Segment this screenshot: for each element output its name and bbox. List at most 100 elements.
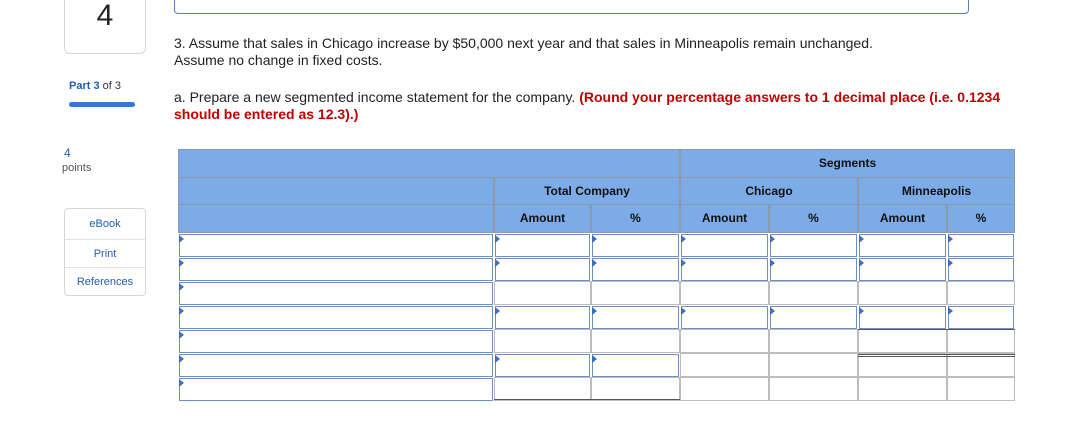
row-5-chicago-percent-cell bbox=[769, 329, 858, 353]
dropdown-arrow-icon bbox=[592, 259, 597, 267]
row-6-label-input[interactable] bbox=[179, 354, 493, 377]
row-2-label-input[interactable] bbox=[179, 258, 493, 281]
row-4-chicago-percent-field[interactable] bbox=[771, 307, 856, 328]
header-chicago-percent: % bbox=[769, 204, 858, 233]
row-7-minneapolis-amount-cell bbox=[858, 377, 947, 401]
ebook-link[interactable]: eBook bbox=[89, 218, 121, 230]
row-3-label-field[interactable] bbox=[180, 283, 492, 304]
row-4-label-input[interactable] bbox=[179, 306, 493, 329]
row-2-minneapolis-amount-field[interactable] bbox=[860, 259, 945, 280]
header-total-amount: Amount bbox=[494, 204, 591, 233]
row-4-total-amount-input[interactable] bbox=[495, 306, 590, 329]
row-3-minneapolis-percent-cell bbox=[947, 281, 1015, 305]
row-4-total-percent-field[interactable] bbox=[593, 307, 678, 328]
dropdown-arrow-icon bbox=[179, 235, 184, 243]
row-7-label-field[interactable] bbox=[180, 379, 492, 400]
row-4-total-amount-field[interactable] bbox=[496, 307, 589, 328]
row-7-label-input[interactable] bbox=[179, 378, 493, 401]
dropdown-arrow-icon bbox=[681, 235, 686, 243]
row-3-label-input[interactable] bbox=[179, 282, 493, 305]
row-3-chicago-amount-cell bbox=[680, 281, 769, 305]
row-4-chicago-amount-input[interactable] bbox=[681, 306, 768, 329]
dropdown-arrow-icon bbox=[179, 331, 184, 339]
row-1-chicago-percent-input[interactable] bbox=[770, 234, 857, 257]
part-prefix: Part bbox=[69, 80, 91, 92]
row-6-minneapolis-amount-cell bbox=[858, 353, 947, 377]
row-7-total-percent-cell bbox=[591, 377, 680, 401]
row-6-total-amount-input[interactable] bbox=[495, 354, 590, 377]
part-indicator: Part 3 of 3 bbox=[69, 80, 121, 92]
row-6-total-percent-input[interactable] bbox=[592, 354, 679, 377]
row-3-total-amount-cell bbox=[494, 281, 591, 305]
row-1-chicago-amount-input[interactable] bbox=[681, 234, 768, 257]
row-6-total-percent-field[interactable] bbox=[593, 355, 678, 376]
rounding-hint: (Round your percentage answers to 1 deci… bbox=[174, 89, 1001, 122]
row-1-total-percent-input[interactable] bbox=[592, 234, 679, 257]
dropdown-arrow-icon bbox=[592, 307, 597, 315]
row-4-label-field[interactable] bbox=[180, 307, 492, 328]
row-2-minneapolis-percent-input[interactable] bbox=[948, 258, 1014, 281]
row-7-chicago-amount-cell bbox=[680, 377, 769, 401]
row-6-total-amount-field[interactable] bbox=[496, 355, 589, 376]
row-5-minneapolis-amount-cell bbox=[858, 329, 947, 353]
row-1-minneapolis-percent-input[interactable] bbox=[948, 234, 1014, 257]
row-1-minneapolis-amount-field[interactable] bbox=[860, 235, 945, 256]
dropdown-arrow-icon bbox=[681, 259, 686, 267]
header-blank-row3 bbox=[178, 204, 494, 233]
header-chicago: Chicago bbox=[680, 177, 858, 205]
row-2-total-amount-field[interactable] bbox=[496, 259, 589, 280]
dropdown-arrow-icon bbox=[859, 235, 864, 243]
row-6-chicago-percent-cell bbox=[769, 353, 858, 377]
row-2-chicago-percent-field[interactable] bbox=[771, 259, 856, 280]
row-1-total-amount-field[interactable] bbox=[496, 235, 589, 256]
dropdown-arrow-icon bbox=[770, 235, 775, 243]
row-6-label-field[interactable] bbox=[180, 355, 492, 376]
row-6-minneapolis-percent-cell bbox=[947, 353, 1015, 377]
row-1-total-amount-input[interactable] bbox=[495, 234, 590, 257]
dropdown-arrow-icon bbox=[495, 259, 500, 267]
row-4-minneapolis-amount-field[interactable] bbox=[860, 307, 945, 328]
row-2-chicago-amount-input[interactable] bbox=[681, 258, 768, 281]
row-2-total-amount-input[interactable] bbox=[495, 258, 590, 281]
dropdown-arrow-icon bbox=[592, 235, 597, 243]
row-2-total-percent-input[interactable] bbox=[592, 258, 679, 281]
row-1-minneapolis-percent-field[interactable] bbox=[949, 235, 1013, 256]
total-underline bbox=[494, 399, 680, 400]
row-1-label-field[interactable] bbox=[180, 235, 492, 256]
row-1-total-percent-field[interactable] bbox=[593, 235, 678, 256]
question-text: 3. Assume that sales in Chicago increase… bbox=[174, 35, 1034, 69]
row-2-minneapolis-amount-input[interactable] bbox=[859, 258, 946, 281]
row-4-minneapolis-amount-input[interactable] bbox=[859, 306, 946, 329]
row-3-minneapolis-amount-cell bbox=[858, 281, 947, 305]
header-blank-row1 bbox=[178, 149, 680, 178]
row-4-chicago-percent-input[interactable] bbox=[770, 306, 857, 329]
row-1-minneapolis-amount-input[interactable] bbox=[859, 234, 946, 257]
row-5-label-input[interactable] bbox=[179, 330, 493, 353]
references-link[interactable]: References bbox=[65, 267, 145, 295]
row-2-total-percent-field[interactable] bbox=[593, 259, 678, 280]
dropdown-arrow-icon bbox=[948, 259, 953, 267]
row-5-label-field[interactable] bbox=[180, 331, 492, 352]
row-1-label-input[interactable] bbox=[179, 234, 493, 257]
row-6-chicago-amount-cell bbox=[680, 353, 769, 377]
row-4-chicago-amount-field[interactable] bbox=[682, 307, 767, 328]
row-7-total-amount-cell bbox=[494, 377, 591, 401]
print-link[interactable]: Print bbox=[65, 239, 145, 267]
header-total-company: Total Company bbox=[494, 177, 680, 205]
dropdown-arrow-icon bbox=[179, 307, 184, 315]
row-4-total-percent-input[interactable] bbox=[592, 306, 679, 329]
total-underline bbox=[858, 329, 1015, 330]
part-progress-bar bbox=[69, 102, 135, 107]
row-2-chicago-amount-field[interactable] bbox=[682, 259, 767, 280]
row-1-chicago-percent-field[interactable] bbox=[771, 235, 856, 256]
row-4-minneapolis-percent-field[interactable] bbox=[949, 307, 1013, 328]
row-2-label-field[interactable] bbox=[180, 259, 492, 280]
row-2-chicago-percent-input[interactable] bbox=[770, 258, 857, 281]
row-1-chicago-amount-field[interactable] bbox=[682, 235, 767, 256]
row-2-minneapolis-percent-field[interactable] bbox=[949, 259, 1013, 280]
dropdown-arrow-icon bbox=[592, 355, 597, 363]
total-underline bbox=[858, 354, 1015, 355]
header-minneapolis-amount: Amount bbox=[858, 204, 947, 233]
row-3-chicago-percent-cell bbox=[769, 281, 858, 305]
row-4-minneapolis-percent-input[interactable] bbox=[948, 306, 1014, 329]
